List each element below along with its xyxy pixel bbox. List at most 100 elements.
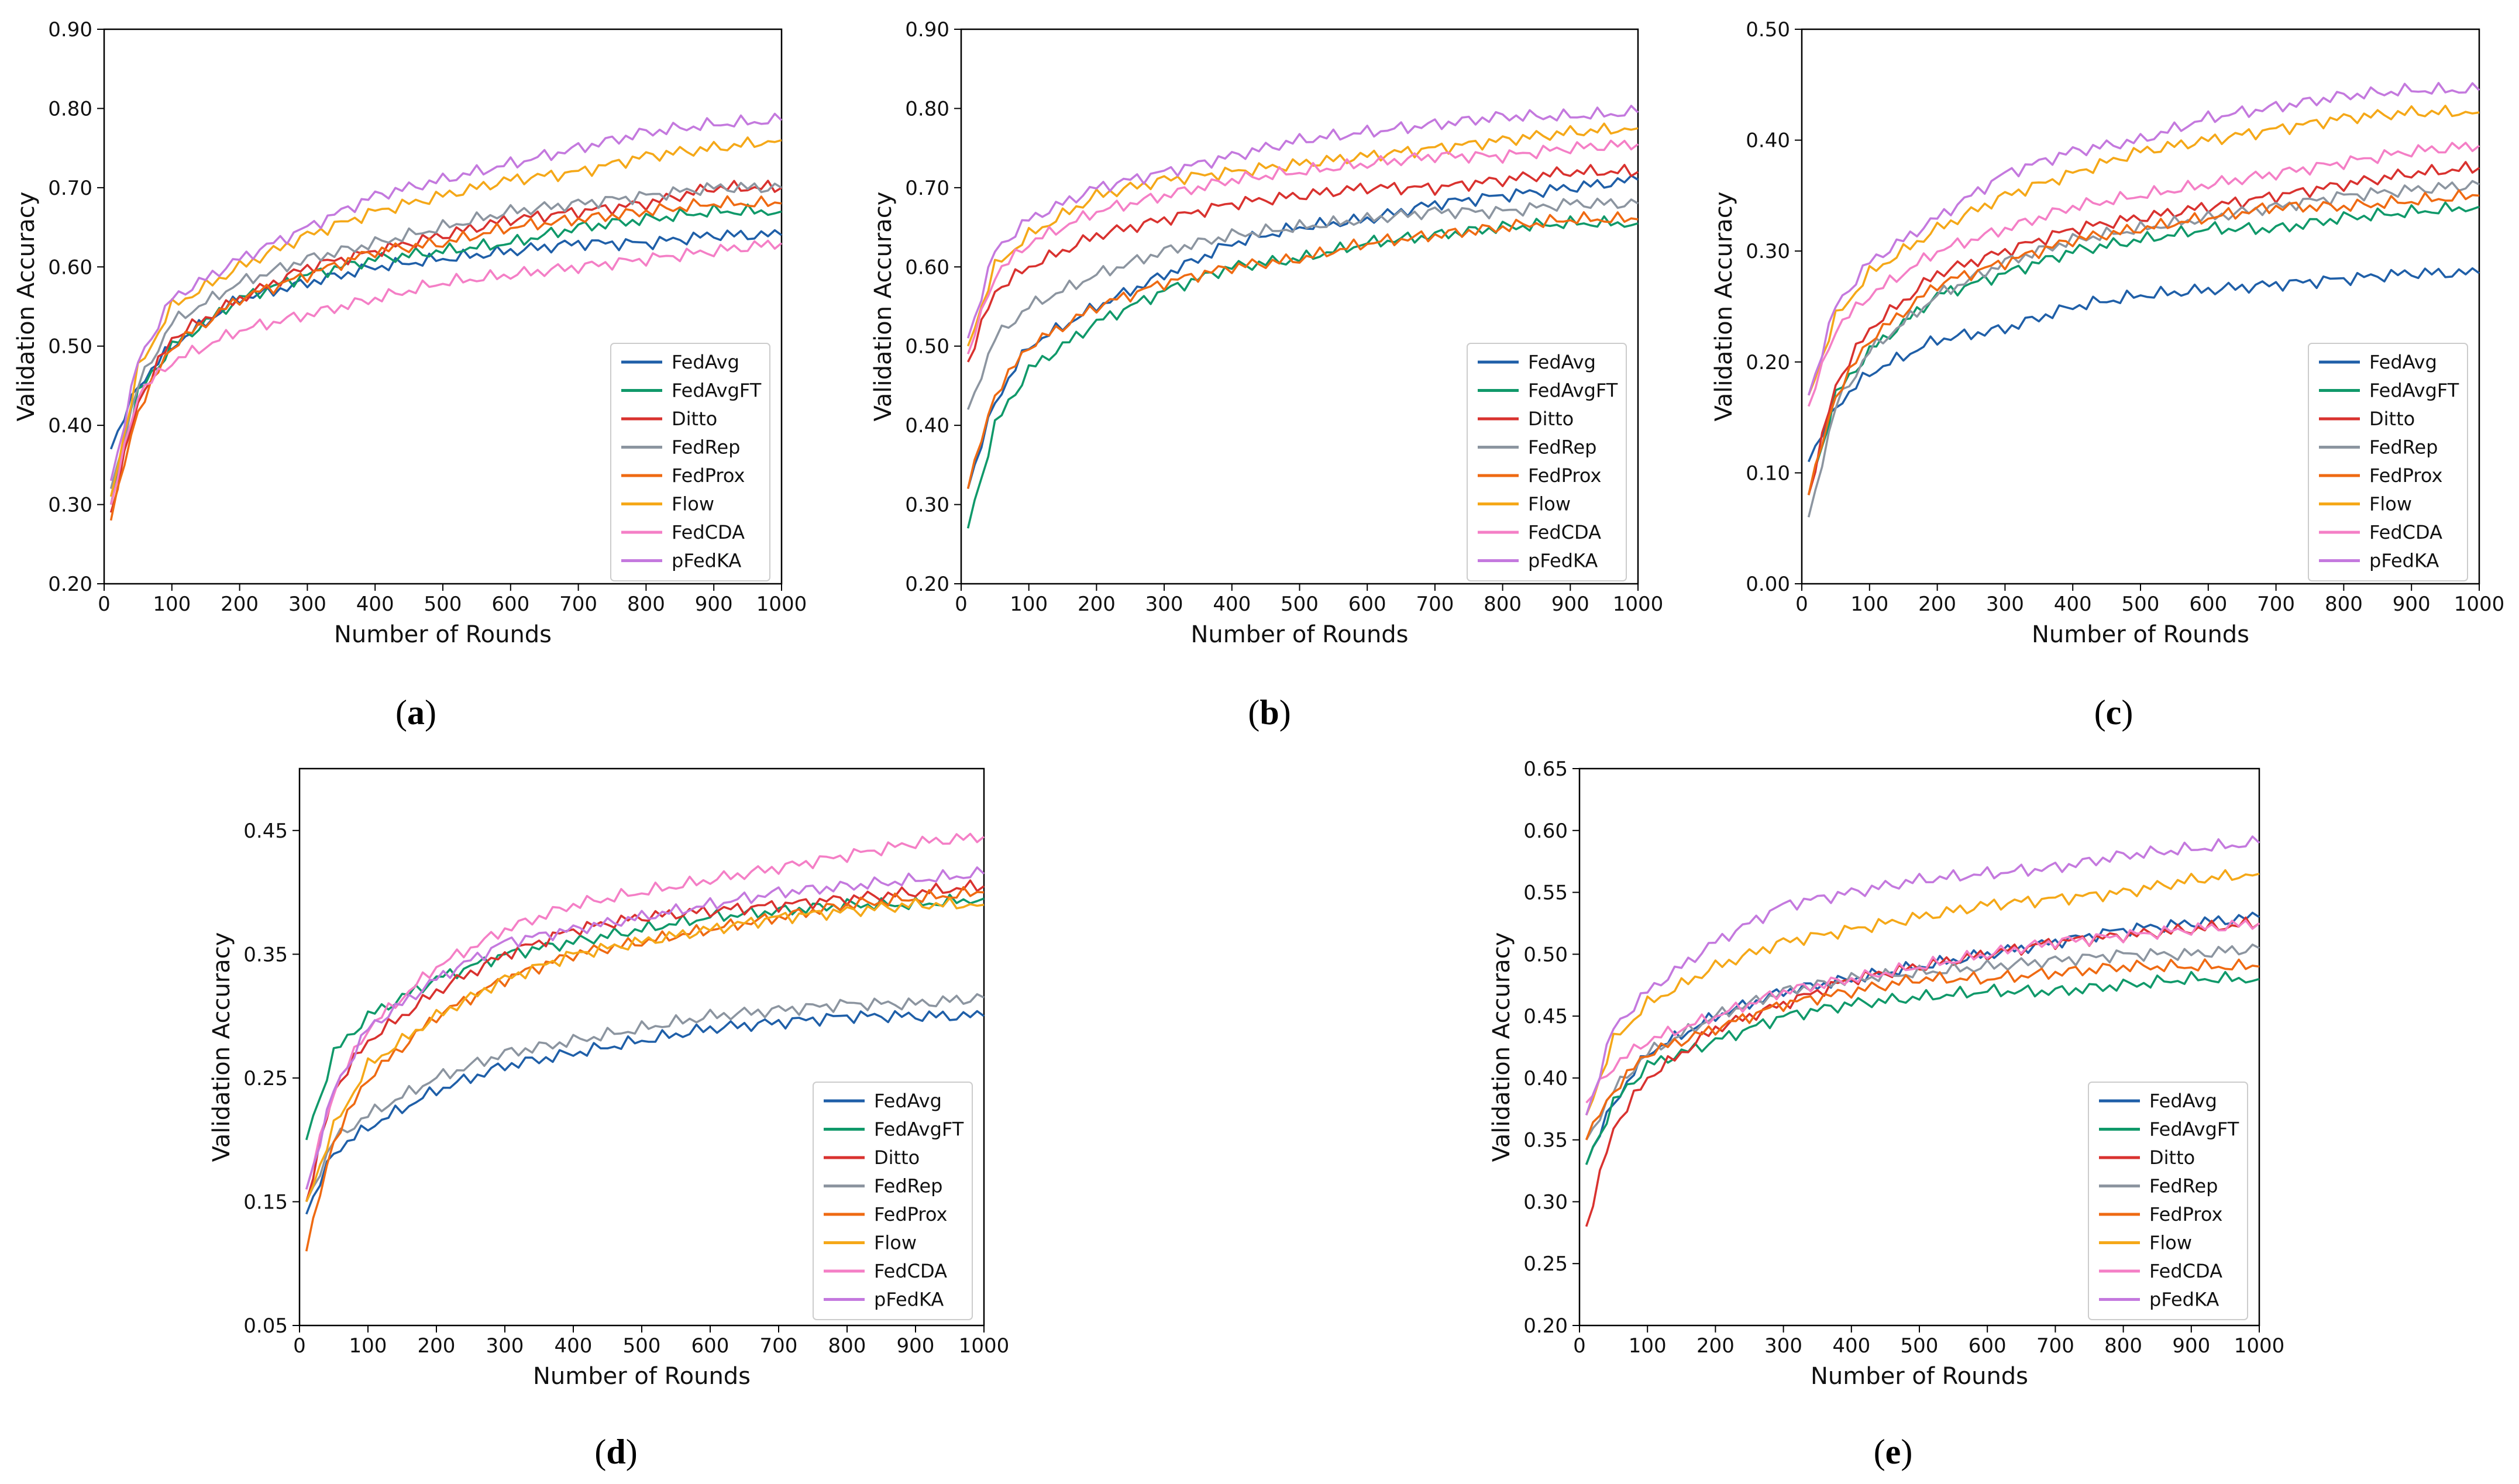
- x-axis-label: Number of Rounds: [334, 621, 552, 648]
- legend-label-fedprox: FedProx: [2369, 464, 2442, 487]
- x-tick-label: 0: [1573, 1334, 1586, 1358]
- series-line-fedrep: [109, 181, 782, 489]
- series-line-fedavg: [966, 174, 1639, 489]
- panel-label-close: ): [626, 1433, 638, 1471]
- x-tick-label: 500: [2122, 593, 2160, 616]
- series-line-ditto: [966, 164, 1639, 363]
- y-tick-label: 0.65: [1523, 758, 1568, 781]
- legend-label-fedavgft: FedAvgFT: [2369, 380, 2459, 402]
- legend-label-fedprox: FedProx: [2149, 1203, 2222, 1225]
- legend-label-fedavg: FedAvg: [2369, 351, 2437, 373]
- panel-label-open: (: [395, 693, 407, 732]
- series-line-fedcda: [1807, 142, 2480, 407]
- panel-label-letter: c: [2106, 693, 2122, 732]
- legend-label-fedcda: FedCDA: [2149, 1260, 2222, 1282]
- x-tick-label: 400: [356, 593, 394, 616]
- x-tick-label: 700: [2036, 1334, 2074, 1358]
- y-tick-label: 0.90: [48, 18, 92, 42]
- series-line-flow: [1585, 869, 2260, 1116]
- series-line-pfedka: [1585, 835, 2260, 1115]
- legend-label-fedrep: FedRep: [672, 436, 740, 459]
- x-tick-label: 900: [695, 593, 733, 616]
- legend-label-fedrep: FedRep: [2369, 436, 2438, 459]
- y-tick-label: 0.50: [905, 335, 949, 359]
- x-axis-label: Number of Rounds: [2032, 621, 2249, 648]
- legend-label-fedrep: FedRep: [874, 1175, 942, 1197]
- series-line-flow: [966, 122, 1639, 347]
- y-tick-label: 0.35: [243, 943, 288, 966]
- series-line-pfedka: [109, 112, 783, 481]
- panel-label: (b): [1248, 693, 1291, 732]
- legend-label-fedcda: FedCDA: [2369, 521, 2442, 543]
- y-tick-label: 0.20: [48, 573, 92, 596]
- series-line-fedavgft: [305, 893, 985, 1141]
- y-tick-label: 0.25: [1523, 1252, 1568, 1276]
- chart-panel-b: 0 100 200 300 400 500 600 700 800 900 1000 0.20 0.30…: [870, 18, 1663, 732]
- y-tick-label: 0.45: [243, 820, 288, 843]
- y-tick-label: 0.20: [905, 573, 949, 596]
- y-tick-label: 0.70: [48, 177, 92, 200]
- x-tick-label: 1000: [959, 1334, 1010, 1358]
- y-axis-label: Validation Accuracy: [1711, 192, 1737, 422]
- panel-label-close: ): [1901, 1433, 1912, 1471]
- x-tick-label: 300: [1145, 593, 1183, 616]
- panel-label-letter: b: [1260, 693, 1279, 732]
- series-line-fedprox: [109, 195, 782, 521]
- series-line-fedavgft: [1807, 201, 2480, 495]
- series-line-fedprox: [1585, 958, 2260, 1141]
- legend-label-fedcda: FedCDA: [874, 1260, 947, 1282]
- x-tick-label: 500: [1281, 593, 1319, 616]
- series-line-pfedka: [305, 866, 985, 1190]
- x-tick-label: 600: [491, 593, 529, 616]
- x-tick-label: 800: [828, 1334, 866, 1358]
- legend-frame: [610, 343, 770, 581]
- x-tick-label: 900: [2393, 593, 2431, 616]
- legend-label-flow: Flow: [2149, 1232, 2192, 1254]
- series-line-fedprox: [966, 211, 1639, 489]
- legend-label-fedrep: FedRep: [1528, 436, 1596, 459]
- chart-panel-d: 0 100 200 300 400 500 600 700 800 900 1000 0.05 0.15…: [208, 767, 1010, 1471]
- x-tick-label: 700: [1416, 593, 1454, 616]
- legend-label-fedcda: FedCDA: [1528, 521, 1601, 543]
- panel-label: (c): [2094, 693, 2133, 732]
- y-tick-label: 0.80: [905, 97, 949, 120]
- legend-label-flow: Flow: [2369, 493, 2412, 515]
- x-tick-label: 100: [153, 593, 191, 616]
- x-tick-label: 600: [2189, 593, 2227, 616]
- x-axis-label: Number of Rounds: [1811, 1363, 2028, 1390]
- x-tick-label: 100: [349, 1334, 387, 1358]
- y-tick-label: 0.05: [243, 1314, 288, 1338]
- series-line-fedprox: [1807, 189, 2480, 495]
- y-tick-label: 0.90: [905, 18, 949, 42]
- series-line-flow: [109, 136, 782, 497]
- legend-label-fedavgft: FedAvgFT: [2149, 1118, 2239, 1141]
- x-tick-label: 400: [1832, 1334, 1870, 1358]
- x-tick-label: 0: [98, 593, 111, 616]
- x-tick-label: 1000: [2454, 593, 2505, 616]
- legend-label-fedavg: FedAvg: [2149, 1090, 2217, 1112]
- x-tick-label: 400: [2054, 593, 2092, 616]
- x-tick-label: 0: [293, 1334, 306, 1358]
- series-line-fedcda: [966, 139, 1639, 354]
- y-tick-label: 0.50: [1523, 943, 1568, 966]
- series-line-fedcda: [305, 832, 985, 1190]
- legend-label-fedavgft: FedAvgFT: [672, 380, 762, 402]
- legend-label-flow: Flow: [874, 1232, 917, 1254]
- y-tick-label: 0.30: [905, 494, 949, 517]
- legend-frame: [813, 1082, 973, 1320]
- x-tick-label: 900: [1551, 593, 1589, 616]
- series-line-fedrep: [1585, 944, 2260, 1141]
- y-tick-label: 0.30: [1523, 1190, 1568, 1214]
- series-line-pfedka: [966, 105, 1639, 339]
- x-tick-label: 900: [897, 1334, 935, 1358]
- legend-label-ditto: Ditto: [672, 408, 717, 430]
- legend-label-fedcda: FedCDA: [672, 521, 745, 543]
- x-tick-label: 800: [627, 593, 665, 616]
- legend: FedAvg FedAvgFT Ditto FedRep FedProx Flow FedC…: [2308, 343, 2468, 581]
- y-tick-label: 0.10: [1746, 462, 1790, 485]
- x-tick-label: 500: [1901, 1334, 1939, 1358]
- legend: FedAvg FedAvgFT Ditto FedRep FedProx Flow FedC…: [2088, 1082, 2248, 1320]
- x-tick-label: 300: [486, 1334, 524, 1358]
- series-line-fedavgft: [966, 215, 1639, 529]
- series-line-fedavg: [1807, 267, 2480, 463]
